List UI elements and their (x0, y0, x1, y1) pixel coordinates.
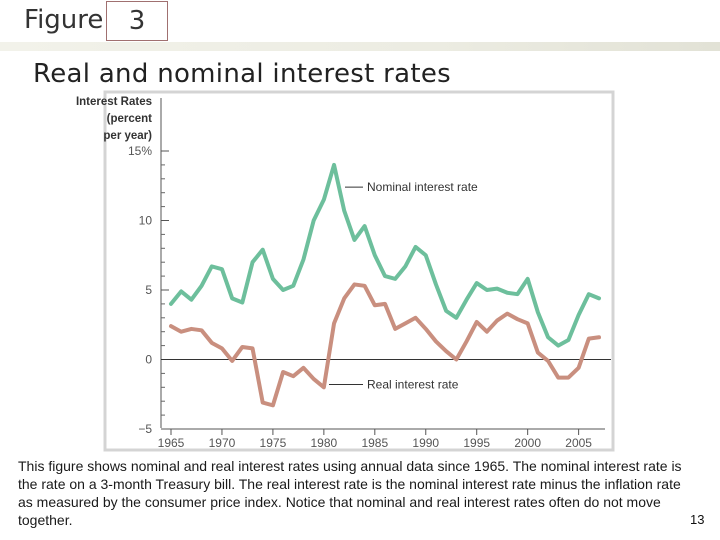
y-axis-title: Interest Rates (percent per year) (76, 96, 152, 142)
x-tick-label: 1970 (209, 436, 236, 450)
slide-title: Real and nominal interest rates (33, 59, 451, 89)
figure-label: Figure (24, 5, 104, 35)
y-axis-title-line: Interest Rates (76, 96, 152, 108)
chart-area: Interest Rates (percent per year) −5 0 5 10… (55, 90, 615, 452)
figure-caption: This figure shows nominal and real inter… (18, 458, 682, 528)
y-tick-label: 15% (128, 144, 152, 158)
x-tick-label: 1985 (361, 436, 388, 450)
y-tick-label: 0 (145, 353, 152, 367)
x-tick-label: 1980 (311, 436, 338, 450)
figure-number-box: 3 (106, 1, 168, 41)
y-axis-title-line: per year) (103, 130, 152, 142)
x-tick-label: 2005 (565, 436, 592, 450)
y-tick-label: 10 (139, 214, 153, 228)
page-number: 13 (690, 512, 705, 527)
header-bar (0, 0, 720, 42)
x-tick-label: 1975 (260, 436, 287, 450)
interest-rate-chart: Interest Rates (percent per year) −5 0 5 10… (55, 90, 615, 452)
chart-frame (103, 90, 615, 452)
y-tick-label: 5 (145, 283, 152, 297)
x-tick-label: 2000 (514, 436, 541, 450)
header-stripe (0, 42, 720, 51)
real-rate-line (169, 282, 601, 408)
series-label: Nominal interest rate (367, 180, 478, 194)
y-tick-label: −5 (138, 422, 152, 436)
x-tick-label: 1965 (158, 436, 185, 450)
x-tick-label: 1990 (412, 436, 439, 450)
series-label: Real interest rate (367, 378, 459, 392)
x-tick-label: 1995 (463, 436, 490, 450)
nominal-rate-line (169, 162, 601, 348)
chart-background (55, 90, 615, 452)
y-axis-title-line: (percent (107, 113, 153, 125)
